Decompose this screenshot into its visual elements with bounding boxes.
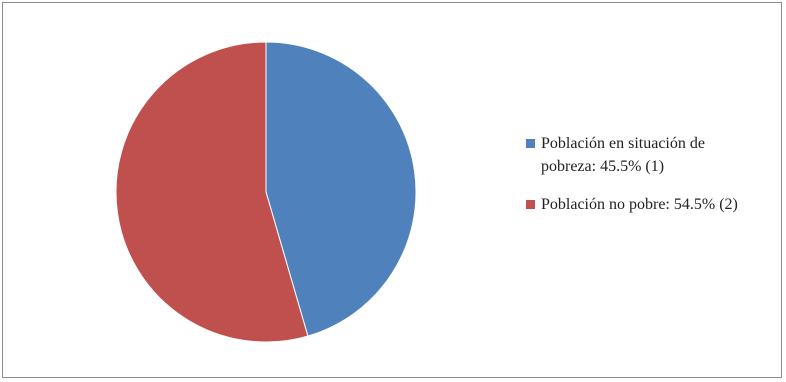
legend-swatch-poverty xyxy=(526,139,535,148)
legend-label-non-poor: Población no pobre: 54.5% (2) xyxy=(541,196,738,213)
legend: Población en situación de pobreza: 45.5%… xyxy=(526,132,756,231)
legend-label-poverty: Población en situación de pobreza: 45.5%… xyxy=(541,135,705,175)
pie-slice-non-poor xyxy=(115,41,309,343)
legend-swatch-non-poor xyxy=(526,200,535,209)
legend-item-poverty: Población en situación de pobreza: 45.5%… xyxy=(526,132,756,178)
pie-slice-poverty xyxy=(265,41,417,337)
legend-item-non-poor: Población no pobre: 54.5% (2) xyxy=(526,193,756,216)
